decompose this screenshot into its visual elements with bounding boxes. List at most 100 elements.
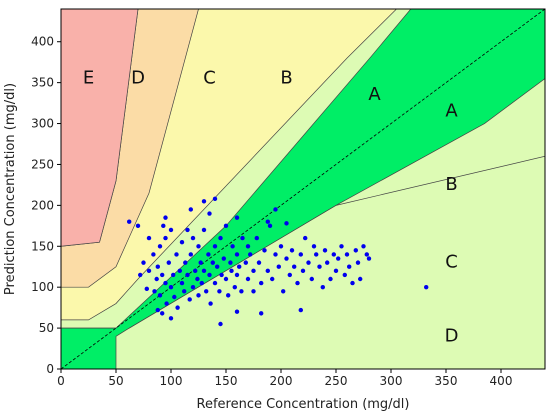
data-point <box>146 235 152 241</box>
data-point <box>366 256 372 261</box>
data-point <box>168 316 174 321</box>
data-point <box>163 215 168 220</box>
data-point <box>204 289 209 294</box>
data-point <box>138 272 143 278</box>
data-point <box>190 284 196 290</box>
identity-line-stroke <box>61 9 545 369</box>
data-point <box>347 264 352 269</box>
data-point <box>273 207 278 212</box>
y-tick-label: 50 <box>39 321 54 335</box>
data-point <box>328 276 333 282</box>
data-point <box>259 311 264 316</box>
data-point <box>300 268 306 274</box>
data-point <box>289 248 295 253</box>
data-point <box>182 289 187 294</box>
data-point <box>155 307 160 313</box>
data-point <box>339 244 344 249</box>
data-point <box>201 268 207 274</box>
data-point <box>230 244 235 249</box>
zone-label-d: D <box>131 68 145 89</box>
data-point <box>267 223 273 229</box>
zone-label-a: A <box>368 84 381 105</box>
data-point <box>245 276 251 282</box>
zone-labels: E D C B A A B C D <box>83 68 459 347</box>
y-tick-label: 350 <box>31 76 54 90</box>
data-point <box>127 219 132 224</box>
x-tick-label: 250 <box>325 374 348 388</box>
data-point <box>234 272 240 278</box>
data-point <box>212 244 218 249</box>
zone-label-d: D <box>445 325 459 346</box>
data-point <box>187 297 192 302</box>
data-point <box>160 311 165 316</box>
data-point <box>262 248 267 253</box>
zone-e-region <box>61 9 139 247</box>
data-point <box>223 223 229 229</box>
data-point <box>196 293 201 298</box>
data-point <box>164 301 169 306</box>
data-point <box>228 260 233 265</box>
data-point <box>270 276 275 282</box>
data-point <box>218 235 223 241</box>
data-point <box>175 305 180 310</box>
data-point <box>219 272 224 278</box>
data-point <box>309 276 314 282</box>
data-point <box>320 284 325 290</box>
data-point <box>201 227 207 233</box>
data-point <box>217 289 222 294</box>
data-point <box>284 256 289 261</box>
data-point <box>226 293 231 298</box>
data-point <box>240 235 245 241</box>
data-point <box>179 280 185 286</box>
x-tick-label: 350 <box>435 374 458 388</box>
data-point <box>251 289 256 294</box>
data-point <box>207 211 212 216</box>
data-point <box>174 252 179 257</box>
data-point <box>221 256 226 261</box>
y-axis-label: Prediction Concentration (mg/dl) <box>3 83 18 295</box>
x-tick-label: 200 <box>270 374 293 388</box>
data-point <box>234 215 240 220</box>
data-point <box>163 280 168 286</box>
zone-label-c: C <box>445 252 458 273</box>
data-point <box>146 268 152 274</box>
data-point <box>141 260 146 265</box>
data-point <box>196 244 201 249</box>
plot-frame <box>60 8 546 370</box>
data-point <box>188 207 193 212</box>
x-tick-label: 50 <box>108 374 123 388</box>
data-point <box>154 276 159 282</box>
data-point <box>215 264 220 269</box>
data-point <box>350 280 355 286</box>
data-point <box>331 252 336 257</box>
data-point <box>166 260 171 265</box>
data-point <box>152 289 157 294</box>
data-point <box>243 260 248 265</box>
data-point <box>179 239 185 245</box>
data-point <box>298 307 303 313</box>
x-tick-label: 300 <box>380 374 403 388</box>
data-point <box>199 280 204 286</box>
data-point <box>251 268 256 274</box>
data-point <box>325 260 330 265</box>
data-point <box>185 272 190 278</box>
data-point <box>163 235 168 241</box>
data-point <box>135 223 141 229</box>
x-axis-label: Reference Concentration (mg/dl) <box>197 397 410 412</box>
data-point <box>306 260 311 265</box>
data-point <box>172 294 177 300</box>
data-point <box>336 256 341 261</box>
data-point <box>171 272 176 278</box>
y-tick-label: 0 <box>46 362 54 376</box>
data-point <box>157 244 163 249</box>
data-point <box>188 252 193 257</box>
data-point <box>183 260 188 265</box>
zone-label-c: C <box>203 68 216 89</box>
data-point <box>218 321 223 327</box>
y-tick-label: 200 <box>31 198 54 212</box>
data-point <box>234 252 240 257</box>
zone-label-e: E <box>83 68 94 89</box>
data-point <box>232 284 237 290</box>
zone-label-a: A <box>445 100 458 121</box>
y-axis: 0 50 100 150 200 250 300 350 400 <box>31 35 61 376</box>
